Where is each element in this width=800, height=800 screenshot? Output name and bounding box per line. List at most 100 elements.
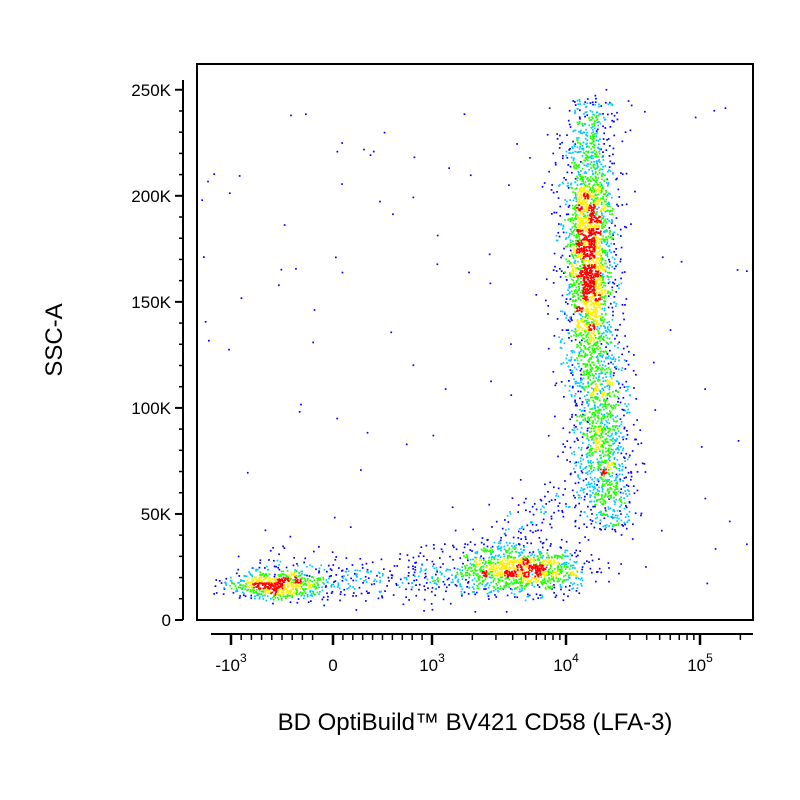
data-point [593, 401, 596, 404]
data-point [540, 552, 543, 554]
data-point [576, 137, 578, 139]
data-point [578, 252, 581, 255]
data-point [584, 111, 587, 114]
data-point [472, 565, 475, 568]
data-point [559, 565, 562, 567]
data-point [595, 366, 597, 369]
data-point [531, 505, 534, 508]
data-point [337, 582, 340, 584]
data-point [603, 369, 606, 371]
data-point [289, 592, 292, 594]
data-point [229, 584, 231, 587]
data-point [286, 570, 289, 572]
data-point [512, 583, 514, 585]
data-point [611, 162, 613, 165]
data-point [578, 527, 580, 530]
data-point [601, 514, 604, 516]
data-point [519, 584, 522, 587]
data-point [276, 590, 279, 593]
data-point [604, 127, 607, 129]
data-point [313, 550, 315, 553]
data-point [593, 330, 596, 333]
data-point [603, 517, 606, 520]
data-point [599, 113, 602, 115]
data-point [595, 200, 598, 203]
data-point [290, 571, 292, 574]
data-point [589, 368, 592, 371]
data-point [487, 595, 490, 597]
data-point [605, 334, 607, 337]
data-point [311, 584, 313, 586]
data-point [587, 375, 590, 378]
data-point [586, 455, 589, 458]
data-point [571, 564, 574, 567]
data-point [561, 141, 563, 144]
data-point [596, 347, 598, 349]
data-point [597, 160, 600, 162]
data-point [581, 222, 583, 225]
data-point [599, 264, 602, 267]
data-point [576, 326, 579, 328]
data-point [511, 545, 513, 547]
data-point [600, 183, 603, 186]
data-point [580, 203, 583, 205]
data-point [545, 587, 547, 590]
data-point [258, 578, 261, 581]
data-point [311, 595, 313, 597]
data-point [625, 172, 628, 175]
data-point [516, 582, 518, 585]
data-point [501, 566, 503, 569]
data-point [578, 496, 580, 499]
data-point [577, 170, 579, 173]
data-point [574, 143, 577, 145]
data-point [576, 587, 579, 589]
data-point [602, 525, 605, 528]
data-point [252, 579, 254, 581]
data-point [591, 117, 594, 119]
data-point [280, 575, 282, 578]
data-point [601, 440, 604, 442]
data-point [595, 139, 598, 142]
data-point [294, 571, 296, 573]
data-point [558, 573, 561, 575]
data-point [622, 435, 625, 438]
data-point [582, 374, 584, 376]
data-point [504, 582, 507, 585]
data-point [592, 314, 595, 317]
data-point [588, 419, 591, 422]
data-point [602, 500, 605, 503]
data-point [605, 243, 608, 246]
data-point [572, 494, 575, 497]
data-point [293, 579, 296, 582]
data-point [289, 601, 292, 603]
data-point [490, 576, 493, 579]
data-point [618, 196, 621, 198]
data-point [419, 571, 422, 573]
data-point [597, 440, 600, 442]
data-point [522, 528, 525, 531]
data-point [264, 594, 266, 597]
data-point [584, 101, 587, 103]
data-point [313, 309, 316, 311]
data-point [578, 494, 581, 497]
data-point [595, 446, 598, 449]
data-point [583, 370, 585, 373]
data-point [321, 589, 324, 592]
data-point [522, 581, 525, 584]
data-point [704, 388, 706, 390]
data-point [587, 446, 589, 449]
data-point [255, 589, 258, 591]
data-point [615, 467, 618, 470]
data-point [455, 585, 458, 587]
data-point [548, 579, 551, 582]
data-point [261, 573, 263, 576]
data-point [591, 520, 594, 522]
data-point [542, 518, 545, 521]
data-point [590, 427, 593, 430]
data-point [475, 556, 478, 559]
data-point [583, 414, 586, 416]
data-point [598, 490, 601, 493]
data-point [574, 191, 576, 194]
data-point [614, 425, 617, 427]
data-point [513, 593, 516, 595]
